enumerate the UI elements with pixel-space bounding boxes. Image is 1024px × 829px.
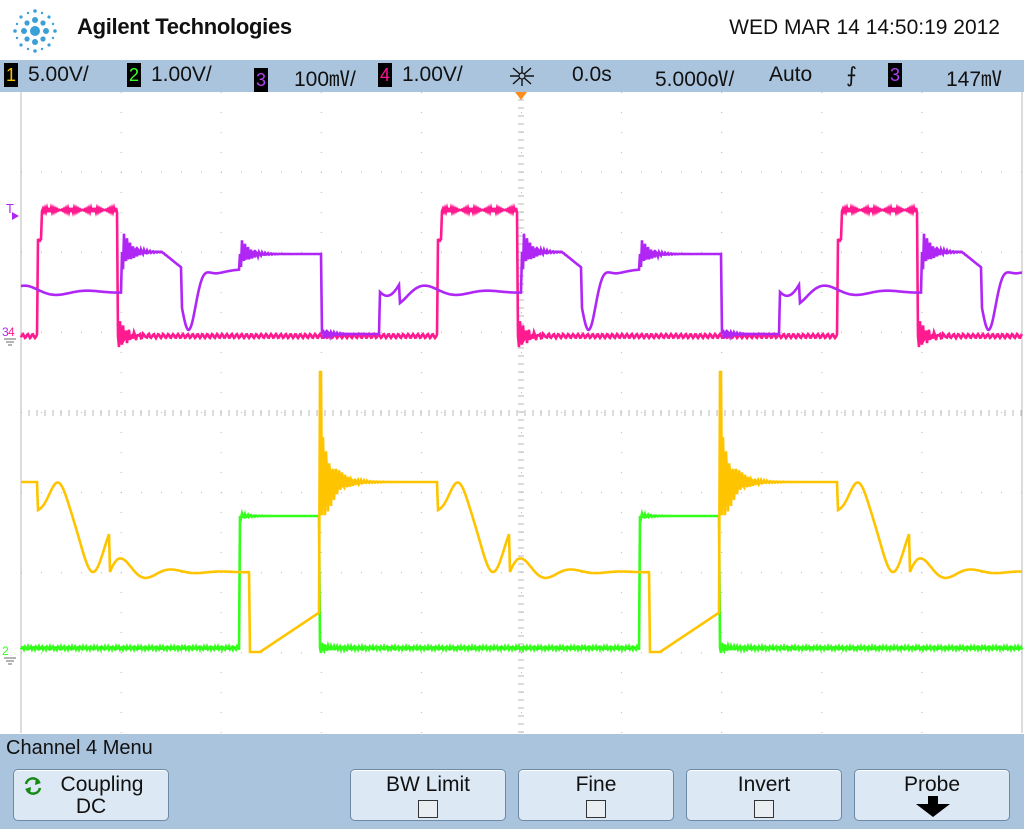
fine-label: Fine xyxy=(575,773,617,796)
waveform-display[interactable]: T 3 4 2 xyxy=(0,91,1024,734)
fine-softkey[interactable]: Fine xyxy=(518,769,674,821)
ch1-badge: 1 xyxy=(4,63,18,88)
trigger-mode[interactable]: Auto xyxy=(769,63,813,86)
ch2-trace xyxy=(19,508,1024,655)
bw-limit-label: BW Limit xyxy=(386,773,470,796)
ch1-scale: 5.00V/ xyxy=(28,63,89,86)
ch4-status[interactable]: 4 1.00V/ xyxy=(378,63,463,88)
invert-softkey[interactable]: Invert xyxy=(686,769,842,821)
ch4-ground-label: 4 xyxy=(8,325,15,339)
menu-title: Channel 4 Menu xyxy=(6,737,153,759)
ch2-ground-label: 2 xyxy=(2,644,9,658)
ch2-status[interactable]: 2 1.00V/ xyxy=(127,63,212,88)
fine-checkbox[interactable] xyxy=(586,800,606,818)
trigger-slope-icon: ⨍ xyxy=(846,64,857,87)
date-time: WED MAR 14 14:50:19 2012 xyxy=(729,16,1000,39)
invert-label: Invert xyxy=(737,773,791,796)
rotate-arrows-icon xyxy=(24,777,42,795)
ch3-badge: 3 xyxy=(254,68,268,93)
bw-limit-softkey[interactable]: BW Limit xyxy=(350,769,506,821)
ch1-trace xyxy=(21,370,1022,654)
trigger-level-label: T xyxy=(6,201,14,216)
ch4-scale: 1.00V/ xyxy=(402,63,463,86)
ch3-status[interactable]: 3 100㎷/ xyxy=(254,63,356,93)
ch4-trace xyxy=(19,202,1024,348)
down-arrow-icon xyxy=(916,796,950,817)
trigger-level[interactable]: 147㎷ xyxy=(946,68,1003,91)
ch2-scale: 1.00V/ xyxy=(151,63,212,86)
ch2-badge: 2 xyxy=(127,63,141,88)
channel-menu: Channel 4 Menu Coupling DC BW Limit Fine… xyxy=(0,734,1024,829)
status-bar: 1 5.00V/ 2 1.00V/ 3 100㎷/ 4 1.00V/ 0.0s 5.00… xyxy=(0,60,1024,94)
ch1-status[interactable]: 1 5.00V/ xyxy=(4,63,89,88)
ch3-ground-marker[interactable]: 3 4 xyxy=(2,325,16,346)
coupling-label: Coupling xyxy=(60,773,144,796)
invert-checkbox[interactable] xyxy=(754,800,774,818)
ch3-scale: 100㎷/ xyxy=(294,68,356,91)
timebase-scale[interactable]: 5.000㍵/ xyxy=(655,68,735,91)
ch4-badge: 4 xyxy=(378,63,392,88)
ch3-trace xyxy=(20,233,1023,342)
ch2-ground-marker[interactable]: 2 xyxy=(2,644,16,665)
probe-softkey[interactable]: Probe xyxy=(854,769,1010,821)
coupling-value: DC xyxy=(75,795,107,818)
traces xyxy=(19,202,1024,655)
coupling-softkey[interactable]: Coupling DC xyxy=(13,769,169,821)
trigger-source-badge: 3 xyxy=(888,63,902,88)
trigger-level-marker[interactable]: T xyxy=(6,201,19,220)
delay-value[interactable]: 0.0s xyxy=(572,63,612,86)
delay-icon xyxy=(508,64,536,94)
bw-limit-checkbox[interactable] xyxy=(418,800,438,818)
probe-label: Probe xyxy=(903,773,961,796)
trigger-source[interactable]: 3 xyxy=(888,63,912,88)
graticule xyxy=(20,91,1023,733)
brand-name: Agilent Technologies xyxy=(77,14,292,39)
header: Agilent Technologies WED MAR 14 14:50:19… xyxy=(0,0,1024,60)
ch3-ground-label: 3 xyxy=(2,325,9,339)
agilent-spark-logo-icon xyxy=(13,9,57,53)
trigger-delay-marker-icon[interactable] xyxy=(515,92,527,100)
